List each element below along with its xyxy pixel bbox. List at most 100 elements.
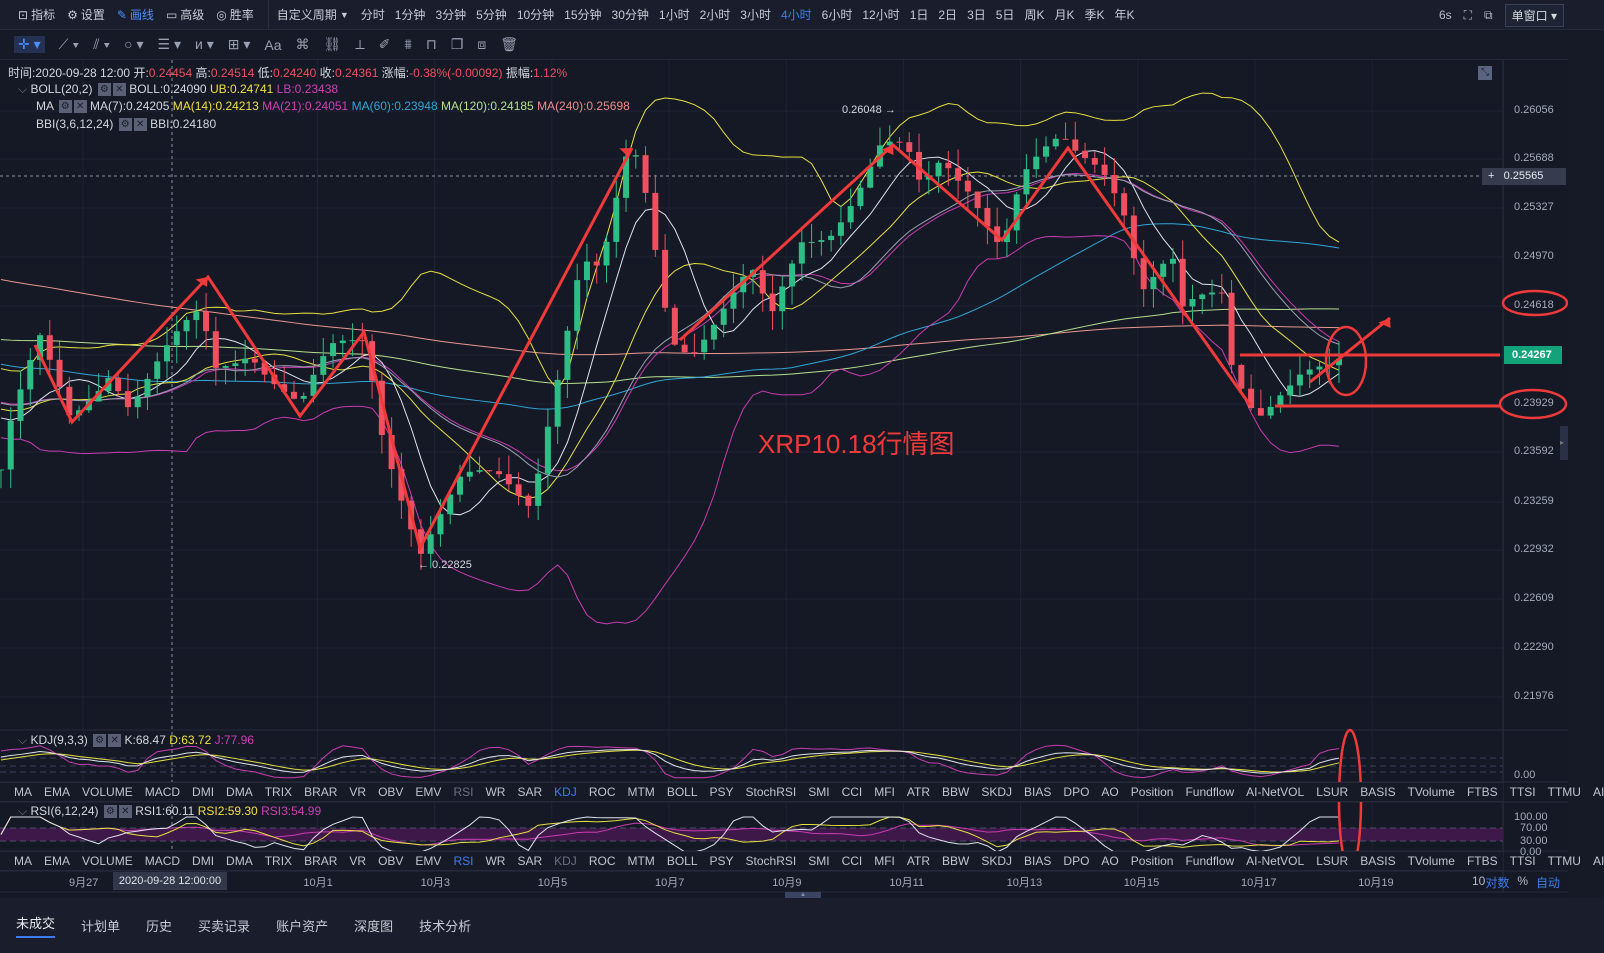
indicator-tab-stochrsi[interactable]: StochRSI: [745, 785, 797, 799]
pattern-icon[interactable]: ⩩: [404, 36, 412, 52]
close-icon[interactable]: ✕: [73, 100, 87, 114]
bottom-tab[interactable]: 买卖记录: [198, 919, 251, 934]
scroll-handle[interactable]: ▲: [785, 892, 821, 898]
indicator-tab-vr[interactable]: VR: [349, 785, 367, 799]
indicator-tab-macd[interactable]: MACD: [144, 785, 181, 799]
period-tab[interactable]: 1日: [909, 8, 929, 22]
plus-icon[interactable]: +: [1488, 170, 1495, 182]
indicator-tab-mtm[interactable]: MTM: [627, 854, 655, 868]
period-tab[interactable]: 1小时: [658, 8, 690, 22]
indicator-tab-lsur[interactable]: LSUR: [1316, 854, 1349, 868]
indicator-tab-atr[interactable]: ATR: [906, 854, 931, 868]
indicator-tab-cci[interactable]: CCI: [841, 785, 863, 799]
fullscreen-icon[interactable]: ⛶: [1463, 7, 1473, 22]
indicator-tab-fundflow[interactable]: Fundflow: [1185, 785, 1235, 799]
indicator-tab-bbw[interactable]: BBW: [942, 785, 970, 799]
indicator-tab-ma[interactable]: MA: [14, 785, 32, 799]
gear-icon[interactable]: ⚙: [118, 118, 132, 132]
indicator-tab-atr[interactable]: ATR: [906, 785, 931, 799]
indicator-tab-rsi[interactable]: RSI: [453, 854, 474, 868]
indicator-tab-position[interactable]: Position: [1130, 785, 1174, 799]
toolbar-advanced-button[interactable]: ▭ 高级: [166, 6, 204, 23]
indicator-tab-mfi[interactable]: MFI: [874, 854, 895, 868]
time-axis[interactable]: 9月27 10月1 10月3 10月5 10月7 10月9 10月11 10月13 10月15 1…: [0, 871, 1568, 892]
brush-icon[interactable]: ✐: [378, 36, 391, 52]
indicator-tab-bbw[interactable]: BBW: [942, 854, 970, 868]
trash-icon[interactable]: 🗑: [500, 36, 519, 52]
indicator-tab-cci[interactable]: CCI: [841, 854, 863, 868]
indicator-tab-ttmu[interactable]: TTMU: [1547, 785, 1581, 799]
indicator-tab-ma[interactable]: MA: [14, 854, 32, 868]
indicator-tab-dma[interactable]: DMA: [226, 854, 253, 868]
indicator-tab-tvolume[interactable]: TVolume: [1407, 785, 1455, 799]
indicator-tab-dmi[interactable]: DMI: [192, 785, 215, 799]
popout-icon[interactable]: ⧉: [1484, 7, 1493, 22]
gear-icon[interactable]: ⚙: [97, 83, 111, 97]
price-chart[interactable]: [0, 60, 1568, 898]
close-icon[interactable]: ✕: [118, 805, 132, 819]
window-mode-dropdown[interactable]: 单窗口 ▾: [1504, 3, 1564, 27]
indicator-tab-ao[interactable]: AO: [1101, 854, 1119, 868]
collapse-icon[interactable]: ⌵: [18, 804, 28, 818]
period-tab[interactable]: 月K: [1054, 8, 1075, 22]
indicator-tab-wr[interactable]: WR: [485, 854, 506, 868]
collapse-icon[interactable]: ⌵: [18, 82, 28, 96]
bottom-tab[interactable]: 历史: [146, 919, 173, 934]
indicator-tab-bias[interactable]: BIAS: [1024, 854, 1052, 868]
indicator-tab-stochrsi[interactable]: StochRSI: [745, 854, 797, 868]
period-tab[interactable]: 2小时: [699, 8, 731, 22]
indicator-tab-dma[interactable]: DMA: [226, 785, 253, 799]
toolbar-pen-button[interactable]: ✎ 画线: [117, 6, 154, 23]
indicator-tab-ema[interactable]: EMA: [44, 785, 71, 799]
period-tab[interactable]: 年K: [1114, 8, 1135, 22]
bottom-tab[interactable]: 计划单: [81, 919, 121, 934]
toolbar-winrate-button[interactable]: ◎ 胜率: [216, 6, 254, 23]
period-tab[interactable]: 30分钟: [611, 8, 649, 22]
close-icon[interactable]: ✕: [108, 734, 122, 748]
indicator-tab-obv[interactable]: OBV: [378, 854, 404, 868]
period-tab[interactable]: 6小时: [821, 8, 853, 22]
indicator-tab-boll[interactable]: BOLL: [666, 785, 698, 799]
close-icon[interactable]: ✕: [112, 83, 126, 97]
indicator-tab-position[interactable]: Position: [1130, 854, 1174, 868]
period-tab[interactable]: 3分钟: [435, 8, 467, 22]
indicator-tab-mfi[interactable]: MFI: [874, 785, 895, 799]
indicator-tab-brar[interactable]: BRAR: [304, 785, 338, 799]
indicator-tab-brar[interactable]: BRAR: [304, 854, 338, 868]
period-tab[interactable]: 5分钟: [476, 8, 507, 22]
indicator-tab-trix[interactable]: TRIX: [264, 854, 293, 868]
copy-icon[interactable]: ❐: [450, 36, 464, 52]
circle-icon[interactable]: ○ ▾: [124, 36, 144, 52]
period-tab[interactable]: 10分钟: [516, 8, 555, 22]
refresh-interval[interactable]: 6s: [1438, 8, 1452, 22]
period-tab[interactable]: 3小时: [740, 8, 771, 22]
period-tab[interactable]: 5日: [995, 8, 1015, 22]
indicator-tab-ttsi[interactable]: TTSI: [1509, 785, 1536, 799]
indicator-tab-smi[interactable]: SMI: [808, 854, 830, 868]
gear-icon[interactable]: ⚙: [103, 805, 117, 819]
indicator-tab-volume[interactable]: VOLUME: [82, 854, 133, 868]
lock-icon[interactable]: ⊓: [425, 36, 437, 52]
period-tab[interactable]: 12小时: [862, 8, 900, 22]
indicator-tab-rsi[interactable]: RSI: [453, 785, 474, 799]
gear-icon[interactable]: ⚙: [93, 734, 107, 748]
period-tab[interactable]: 1分钟: [394, 8, 426, 22]
indicator-tab-trix[interactable]: TRIX: [264, 785, 293, 799]
indicator-tab-tvolume[interactable]: TVolume: [1407, 854, 1455, 868]
indicator-tab-mtm[interactable]: MTM: [627, 785, 655, 799]
log-scale-toggle[interactable]: 对数: [1485, 876, 1510, 890]
indicator-tab-basis[interactable]: BASIS: [1360, 854, 1396, 868]
indicator-tab-basis[interactable]: BASIS: [1360, 785, 1396, 799]
toolbar-indicator-button[interactable]: ⊡ 指标: [18, 6, 55, 23]
indicator-tab-vr[interactable]: VR: [349, 854, 367, 868]
bottom-tab[interactable]: 技术分析: [419, 919, 472, 934]
indicator-tab-ttmu[interactable]: TTMU: [1547, 854, 1581, 868]
indicator-tab-skdj[interactable]: SKDJ: [981, 854, 1013, 868]
indicator-tab-macd[interactable]: MACD: [144, 854, 181, 868]
text-icon[interactable]: Aa: [264, 36, 282, 53]
indicator-tab-fundflow[interactable]: Fundflow: [1185, 854, 1235, 868]
indicator-tab-sar[interactable]: SAR: [517, 854, 543, 868]
expand-pane-icon[interactable]: ⤡: [1478, 66, 1492, 80]
indicator-tab-psy[interactable]: PSY: [709, 785, 734, 799]
indicator-tab-dpo[interactable]: DPO: [1063, 854, 1090, 868]
